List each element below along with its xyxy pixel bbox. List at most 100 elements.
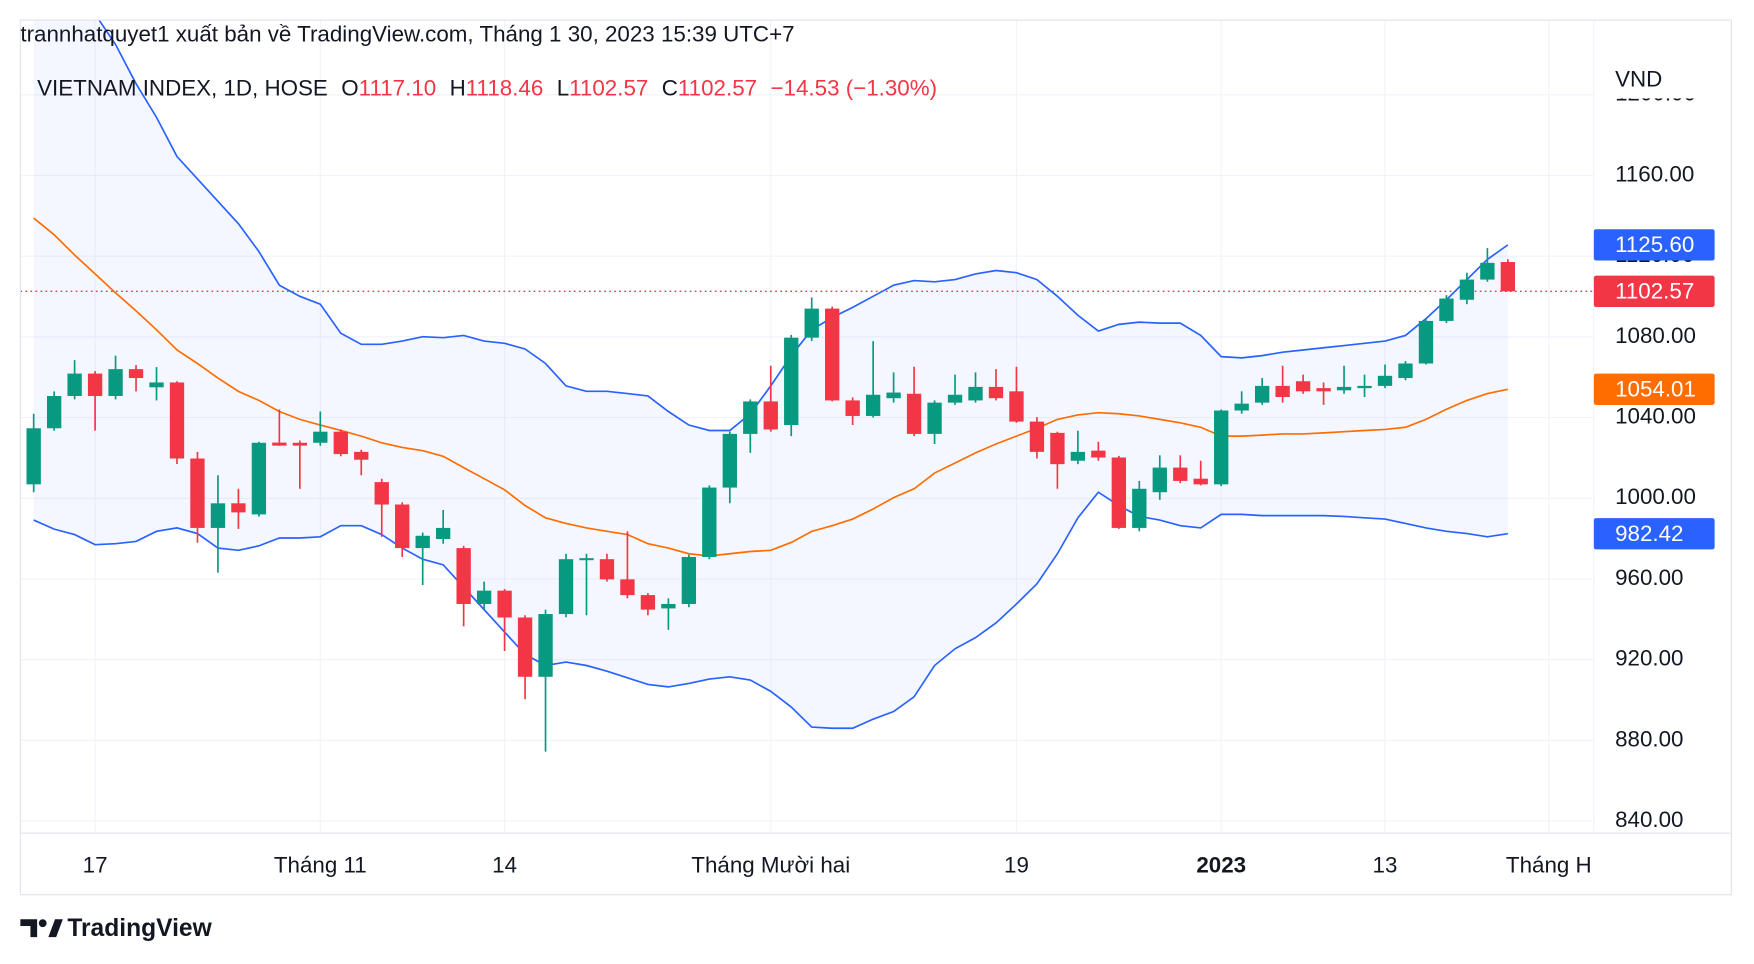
- candle-body: [661, 603, 676, 609]
- x-tick-label: Tháng H: [1506, 853, 1592, 878]
- candle-body: [784, 337, 799, 426]
- y-tick-label: 1040.00: [1615, 403, 1696, 428]
- candle-body: [1254, 385, 1270, 403]
- price-label-box: [1593, 373, 1715, 405]
- candle-body: [886, 392, 901, 399]
- candle-body: [804, 308, 819, 338]
- attribution: trannhatquyet1 xuất bản về TradingView.c…: [20, 22, 794, 47]
- price-label: 1054.01: [1615, 376, 1696, 401]
- candle-body: [1050, 432, 1065, 465]
- candle-body: [681, 556, 697, 604]
- candle-body: [1500, 262, 1516, 292]
- candle-body: [476, 590, 492, 604]
- x-tick-label: Tháng Mười hai: [691, 853, 850, 878]
- candle-body: [906, 393, 922, 434]
- legend-value: 1117.10: [359, 75, 437, 100]
- candle-body: [313, 431, 328, 443]
- chart-frame: [19, 19, 1732, 896]
- price-label-box: [1593, 275, 1715, 307]
- legend-value: 1102.57: [569, 75, 648, 100]
- candle-body: [1111, 457, 1126, 528]
- price-labels: 1125.60 1102.57 1054.01 982.42: [1593, 229, 1715, 550]
- candle-body: [26, 428, 41, 485]
- candle-body: [251, 442, 267, 515]
- candle-body: [1193, 478, 1208, 485]
- x-tick-label: 17: [83, 853, 108, 878]
- candle-body: [947, 394, 963, 403]
- candle-body: [395, 504, 410, 549]
- y-tick-label: 1000.00: [1615, 484, 1696, 509]
- legend-key: H: [450, 75, 466, 100]
- legend-key: C: [662, 75, 678, 100]
- candle-body: [1295, 381, 1311, 392]
- candle-body: [1091, 450, 1106, 458]
- candle-body: [1316, 388, 1331, 392]
- candle-body: [272, 442, 287, 446]
- candle-body: [1029, 421, 1045, 452]
- candle-body: [968, 386, 983, 401]
- candle-body: [1234, 403, 1249, 411]
- candle-body: [620, 579, 635, 596]
- candle-body: [640, 595, 656, 610]
- logo-shape: [20, 919, 38, 938]
- candle-body: [1009, 391, 1024, 422]
- candle-body: [1439, 298, 1454, 321]
- candle-body: [865, 394, 881, 416]
- candle-body: [988, 386, 1004, 399]
- candle-body: [128, 369, 144, 379]
- candle-body: [67, 373, 82, 396]
- candle-body: [1152, 467, 1167, 493]
- candle-body: [1173, 467, 1188, 481]
- candle-body: [1418, 320, 1434, 364]
- x-tick-label: 2023: [1196, 853, 1246, 878]
- y-axis-unit: VND: [1615, 66, 1662, 91]
- candle-body: [87, 373, 103, 396]
- y-tick-label: 960.00: [1615, 565, 1683, 590]
- candle-body: [190, 458, 205, 528]
- legend: VIETNAM INDEX, 1D, HOSE O1117.10 H1118.46 L…: [37, 75, 937, 100]
- legend-symbol: VIETNAM INDEX, 1D, HOSE: [37, 75, 328, 100]
- price-label-box: [1593, 518, 1715, 550]
- y-tick-label: 840.00: [1615, 807, 1683, 832]
- x-tick-label: 14: [492, 853, 517, 878]
- x-tick-label: Tháng 11: [274, 853, 367, 878]
- candle-body: [722, 433, 737, 488]
- candle-body: [292, 442, 308, 446]
- candle-body: [1377, 375, 1393, 386]
- candle-body: [1070, 451, 1086, 461]
- candle-body: [825, 308, 840, 401]
- candle-body: [927, 402, 942, 434]
- band-fill: [33, 20, 1508, 729]
- price-label: 1125.60: [1615, 232, 1694, 257]
- y-tick-label: 880.00: [1615, 726, 1683, 751]
- candle-body: [1275, 385, 1290, 397]
- candle-body: [702, 487, 717, 557]
- price-label: 982.42: [1615, 521, 1683, 546]
- legend-key: L: [557, 75, 569, 100]
- x-tick-label: 13: [1373, 853, 1398, 878]
- candle-body: [1398, 363, 1413, 379]
- brand: TradingView: [67, 915, 212, 942]
- candle-body: [415, 535, 430, 549]
- candle-body: [46, 395, 62, 429]
- band-line: [33, 491, 1508, 730]
- x-tick-label: 19: [1004, 853, 1029, 878]
- candle-body: [456, 548, 471, 604]
- candle-body: [517, 617, 533, 677]
- candle-body: [333, 431, 348, 455]
- y-tick-label: 1160.00: [1615, 161, 1694, 186]
- candle-body: [599, 559, 615, 580]
- price-label-box: [1593, 229, 1715, 261]
- candle-body: [1132, 488, 1147, 528]
- candle-body: [1336, 386, 1352, 391]
- legend-value: 1118.46: [466, 75, 544, 100]
- unit-background: [1599, 64, 1723, 99]
- candle-body: [1480, 262, 1495, 280]
- candle-body: [374, 482, 389, 505]
- candle-body: [558, 559, 574, 615]
- candle-body: [763, 401, 778, 430]
- candle-body: [743, 401, 758, 434]
